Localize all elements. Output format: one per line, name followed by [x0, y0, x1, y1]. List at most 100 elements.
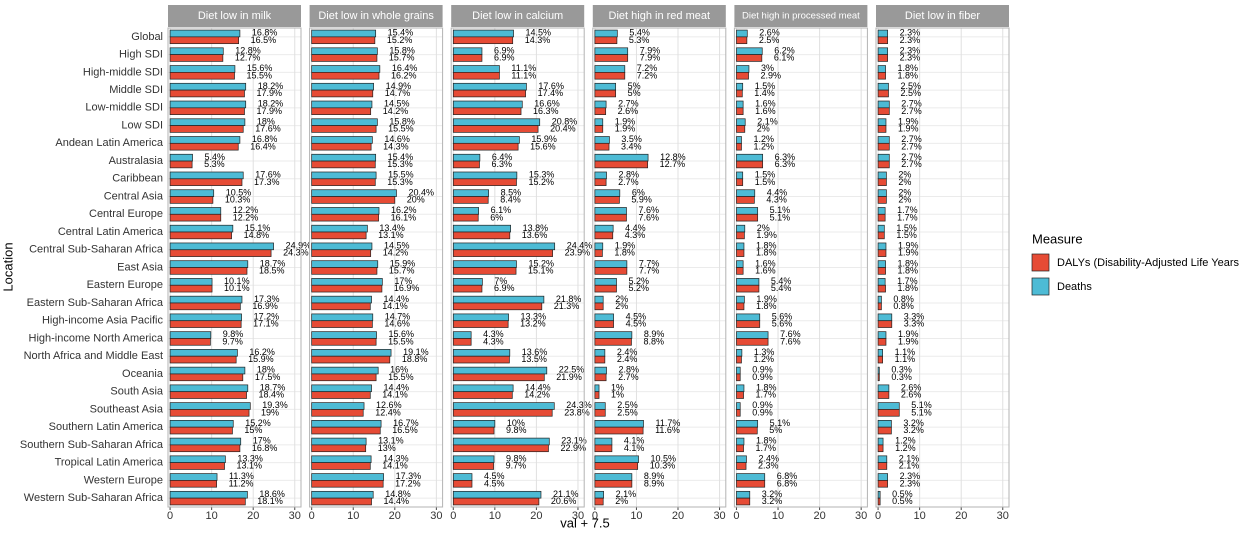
value-label: 3.3% — [904, 311, 925, 321]
bar — [311, 295, 372, 304]
bar — [452, 409, 553, 417]
value-label: 1.8% — [756, 382, 777, 392]
value-label: 1.5% — [755, 170, 776, 180]
bar — [311, 402, 365, 410]
value-label: 12.4% — [375, 407, 401, 417]
bar — [594, 231, 614, 240]
bar — [594, 480, 633, 488]
value-label: 19% — [261, 407, 279, 417]
value-label: 2.1% — [899, 453, 920, 463]
x-tick-label: 20 — [813, 510, 825, 522]
value-label: 15.4% — [388, 28, 414, 38]
bar — [877, 54, 888, 62]
bar — [311, 36, 376, 45]
bar — [736, 480, 766, 488]
bar — [877, 249, 887, 257]
x-tick-label: 10 — [772, 510, 784, 522]
bar — [877, 409, 900, 417]
value-label: 14.9% — [386, 81, 412, 91]
bar — [452, 480, 473, 488]
bar — [736, 29, 748, 38]
bar — [594, 100, 607, 109]
bar — [877, 331, 887, 339]
value-label: 1.9% — [898, 248, 919, 258]
panel-border — [450, 27, 585, 508]
x-tick-label: 20 — [389, 510, 401, 522]
value-label: 1.9% — [756, 230, 777, 240]
value-label: 4.1% — [624, 436, 645, 446]
bar — [877, 426, 892, 435]
bar — [311, 391, 371, 399]
value-label: 1.8% — [756, 248, 777, 258]
bar — [877, 402, 900, 410]
bar — [169, 196, 214, 204]
value-label: 19.1% — [403, 347, 429, 357]
bar — [736, 355, 742, 364]
bar — [169, 160, 193, 169]
value-label: 0.5% — [892, 496, 913, 506]
bar — [452, 142, 519, 151]
value-label: 15.9% — [390, 258, 416, 268]
bar — [452, 82, 527, 91]
bar — [736, 125, 746, 133]
value-label: 12.2% — [233, 212, 259, 222]
value-label: 17.6% — [255, 124, 281, 134]
value-label: 15.3% — [387, 177, 413, 187]
bar — [169, 47, 224, 55]
value-label: 5.6% — [772, 319, 793, 329]
value-label: 13.3% — [521, 311, 547, 321]
bar — [311, 260, 379, 268]
bar — [594, 153, 649, 162]
value-label: 8.9% — [644, 329, 665, 339]
bar — [169, 331, 212, 339]
bar — [594, 490, 604, 499]
value-label: 6.4% — [492, 152, 513, 162]
bar — [452, 207, 479, 215]
value-label: 7.6% — [780, 336, 801, 346]
bar — [169, 373, 244, 382]
value-label: 1.9% — [898, 124, 919, 134]
value-label: 16.8% — [252, 134, 278, 144]
value-label: 9.8% — [223, 329, 244, 339]
value-label: 1.3% — [754, 347, 775, 357]
bar — [736, 366, 741, 375]
value-label: 2.3% — [900, 45, 921, 55]
value-label: 1.9% — [756, 294, 777, 304]
value-label: 2.1% — [757, 116, 778, 126]
bar — [452, 444, 549, 453]
value-label: 16.9% — [394, 283, 420, 293]
value-label: 1.2% — [753, 354, 774, 364]
value-label: 17% — [394, 276, 412, 286]
value-label: 15% — [244, 425, 262, 435]
value-label: 16.8% — [252, 28, 278, 38]
value-label: 12.8% — [235, 45, 261, 55]
bar — [311, 480, 384, 488]
value-label: 2.9% — [761, 70, 782, 80]
value-label: 14.4% — [384, 496, 410, 506]
value-label: 1.6% — [755, 106, 776, 116]
bar — [736, 490, 751, 499]
y-tick-label: Australasia — [109, 155, 164, 167]
bar — [594, 142, 610, 151]
value-label: 17.9% — [256, 106, 282, 116]
bar — [311, 89, 374, 98]
bar — [594, 278, 617, 286]
value-label: 12.6% — [376, 400, 402, 410]
bar — [311, 409, 364, 417]
value-label: 8.8% — [643, 336, 664, 346]
bar — [594, 366, 607, 375]
bar — [594, 82, 617, 91]
value-label: 8.9% — [644, 478, 665, 488]
bar — [736, 107, 744, 115]
value-label: 14.1% — [382, 461, 408, 471]
bar — [594, 65, 626, 73]
value-label: 15.5% — [388, 170, 414, 180]
bar — [877, 171, 887, 180]
bar — [169, 366, 246, 375]
bar — [736, 331, 769, 339]
value-label: 5.9% — [631, 195, 652, 205]
bar — [452, 54, 483, 62]
value-label: 14.1% — [382, 390, 408, 400]
bar — [311, 136, 373, 144]
value-label: 16.2% — [249, 347, 275, 357]
